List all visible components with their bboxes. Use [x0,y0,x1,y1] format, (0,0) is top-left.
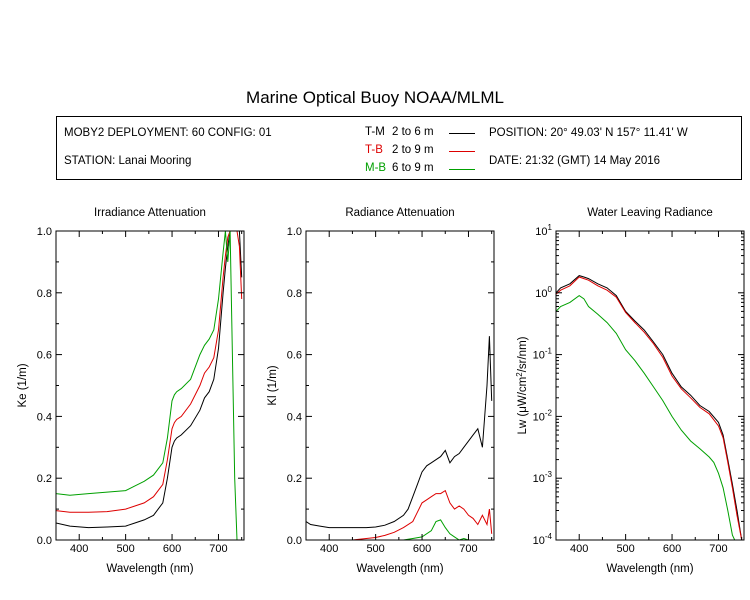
x-tick-label: 400 [70,543,88,555]
series-line-t-m [556,275,743,540]
series-line-t-b [352,489,493,540]
y-tick-label: 0.6 [37,350,52,362]
chart-3: Water Leaving Radiance 400 500 600 700 10-4 10… [515,207,745,575]
chart-2: Radiance Attenuation 400 500 600 700 0.0 0.2 0.… [267,207,495,575]
x-tick-label: 700 [709,543,727,555]
legend-line-tm [449,133,475,134]
info-box: MOBY2 DEPLOYMENT: 60 CONFIG: 01 STATION:… [56,116,742,180]
y-axis-label: Kl (1/m) [267,365,279,405]
x-tick-label: 500 [366,543,384,555]
series-line-t-m [306,336,493,529]
chart-title: Water Leaving Radiance [587,207,713,219]
legend-range-tb: 2 to 9 m [392,144,434,156]
legend-code-tb: T-B [365,144,383,156]
chart-1: Irradiance Attenuation 400 500 600 700 0.0 0.2… [17,207,245,575]
page-title: Marine Optical Buoy NOAA/MLML [246,88,504,107]
legend-line-mb [449,169,475,170]
x-tick-label: 500 [616,543,634,555]
y-tick-label: 0.0 [287,535,302,547]
x-tick-label: 600 [663,543,681,555]
station-text: STATION: Lanai Mooring [64,155,192,167]
date-text: DATE: 21:32 (GMT) 14 May 2016 [489,155,661,167]
y-tick-label: 1.0 [287,226,302,238]
plot-frame [555,230,745,541]
y-tick-label: 10-3 [533,470,553,485]
y-tick-label: 0.2 [37,473,52,485]
x-axis-label: Wavelength (nm) [356,563,443,575]
y-axis-label: Lw (μW/cm2/sr/nm) [515,336,529,434]
deployment-text: MOBY2 DEPLOYMENT: 60 CONFIG: 01 [64,127,272,139]
x-tick-label: 400 [570,543,588,555]
x-axis-label: Wavelength (nm) [106,563,193,575]
series-line-m-b [556,294,736,540]
x-tick-label: 700 [209,543,227,555]
y-tick-label: 0.6 [287,350,302,362]
y-tick-label: 100 [535,285,552,300]
legend-range-mb: 6 to 9 m [392,162,434,174]
series-line-t-b [56,231,243,513]
y-tick-label: 101 [535,223,552,238]
chart-title: Radiance Attenuation [345,207,454,219]
y-tick-label: 1.0 [37,226,52,238]
y-tick-label: 0.2 [287,473,302,485]
legend-range-tm: 2 to 6 m [392,126,434,138]
x-tick-label: 600 [163,543,181,555]
series-line-t-m [56,231,243,529]
x-axis-label: Wavelength (nm) [606,563,693,575]
series-line-t-b [556,276,743,540]
legend-code-mb: M-B [365,162,387,174]
y-axis-label: Ke (1/m) [17,363,29,407]
legend-code-tm: T-M [365,126,385,138]
series-line-m-b [56,231,242,540]
legend-line-tb [449,151,475,152]
x-tick-label: 400 [320,543,338,555]
y-tick-label: 0.8 [287,288,302,300]
y-tick-label: 0.8 [37,288,52,300]
y-tick-label: 0.4 [37,411,52,423]
position-text: POSITION: 20° 49.03' N 157° 11.41' W [489,127,688,139]
x-tick-label: 700 [459,543,477,555]
x-tick-label: 600 [413,543,431,555]
y-tick-label: 0.0 [37,535,52,547]
chart-title: Irradiance Attenuation [94,207,206,219]
plot-frame [305,230,495,541]
y-tick-label: 10-2 [533,408,553,423]
x-tick-label: 500 [116,543,134,555]
y-tick-label: 10-1 [533,347,553,362]
y-tick-label: 0.4 [287,411,302,423]
y-tick-label: 10-4 [533,532,553,547]
series-line-m-b [403,519,469,540]
